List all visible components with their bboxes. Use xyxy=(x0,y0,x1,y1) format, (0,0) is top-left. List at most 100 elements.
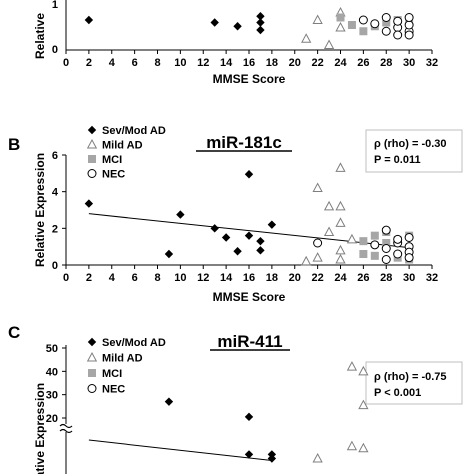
panel-b-stat-rho: ρ (rho) = -0.30 xyxy=(374,138,447,150)
x-tick-label: 6 xyxy=(132,272,138,284)
point-nec xyxy=(393,249,403,259)
legend-label: Sev/Mod AD xyxy=(102,125,166,137)
x-tick-label: 22 xyxy=(312,272,324,284)
panel-a-ytick-1: 1 xyxy=(52,0,58,11)
point-sev-mod-ad xyxy=(164,397,174,406)
point-mild-ad xyxy=(312,182,323,192)
panel-c-stat-rho: ρ (rho) = -0.75 xyxy=(374,371,447,383)
legend-label: Mild AD xyxy=(102,353,143,365)
point-nec xyxy=(381,244,391,253)
x-tick-label: 4 xyxy=(109,272,116,284)
panel-b-label: B xyxy=(8,135,20,154)
panel-c-title: miR-411 xyxy=(217,332,282,351)
point-sev-mod-ad xyxy=(210,18,219,27)
point-sev-mod-ad xyxy=(84,199,94,208)
panel-c-label: C xyxy=(8,323,20,342)
point-mild-ad xyxy=(335,217,346,227)
point-sev-mod-ad xyxy=(267,454,277,463)
panel-b-ylabel: Relative Expression xyxy=(33,153,47,267)
legend-marker-circle xyxy=(87,169,97,178)
point-mild-ad xyxy=(301,255,312,266)
legend-marker-triangle xyxy=(86,138,98,149)
point-nec xyxy=(381,26,391,36)
x-tick-label: 32 xyxy=(426,272,438,284)
point-sev-mod-ad xyxy=(233,247,242,256)
point-sev-mod-ad xyxy=(244,450,254,459)
point-nec xyxy=(393,16,403,26)
y-tick-label: 6 xyxy=(52,150,58,162)
legend-label: Mild AD xyxy=(102,140,143,152)
point-sev-mod-ad xyxy=(176,210,185,219)
x-tick-label: 6 xyxy=(132,57,138,69)
point-sev-mod-ad xyxy=(221,233,231,242)
point-nec xyxy=(404,233,414,242)
x-tick-label: 10 xyxy=(174,272,186,284)
point-mild-ad xyxy=(346,233,358,244)
point-sev-mod-ad xyxy=(267,220,277,229)
x-tick-label: 2 xyxy=(86,272,92,284)
legend-label: Sev/Mod AD xyxy=(102,337,166,349)
point-mci xyxy=(370,251,379,260)
panel-b-title: miR-181c xyxy=(206,133,282,152)
point-nec xyxy=(381,255,391,264)
y-tick-label: 0 xyxy=(52,260,58,272)
x-tick-label: 26 xyxy=(357,272,369,284)
point-mild-ad xyxy=(335,200,346,211)
point-mci xyxy=(359,27,368,36)
x-tick-label: 22 xyxy=(312,57,324,69)
panel-b-legend: Sev/Mod AD Mild AD MCI NEC xyxy=(86,125,166,181)
point-mild-ad xyxy=(346,440,358,451)
x-tick-label: 26 xyxy=(357,57,369,69)
point-sev-mod-ad xyxy=(256,246,265,255)
point-sev-mod-ad xyxy=(244,412,254,422)
point-nec xyxy=(404,30,414,40)
panel-c-legend: Sev/Mod AD Mild AD MCI NEC xyxy=(86,337,166,396)
legend-marker-triangle xyxy=(86,351,98,362)
point-sev-mod-ad xyxy=(210,224,219,233)
panel-c: C miR-411 Sev/Mod AD Mild AD MCI NEC ρ (rho… xyxy=(8,323,463,474)
x-tick-label: 14 xyxy=(220,272,233,284)
point-nec xyxy=(370,19,380,29)
x-tick-label: 8 xyxy=(154,57,160,69)
legend-marker-square xyxy=(88,369,96,377)
point-nec xyxy=(381,13,391,22)
axis-break-icon xyxy=(59,423,73,434)
point-sev-mod-ad xyxy=(164,249,174,259)
y-tick-label: 40 xyxy=(46,366,58,378)
point-sev-mod-ad xyxy=(256,12,265,21)
legend-label: NEC xyxy=(102,169,125,181)
y-tick-label: 4 xyxy=(52,187,59,199)
point-sev-mod-ad xyxy=(244,170,254,179)
point-mci xyxy=(382,18,391,27)
panel-b-xlabel: MMSE Score xyxy=(213,290,286,304)
y-tick-label: 20 xyxy=(46,413,58,425)
legend-label: MCI xyxy=(102,154,122,166)
legend-marker-circle xyxy=(87,384,97,393)
point-mild-ad xyxy=(323,200,335,211)
point-sev-mod-ad xyxy=(244,231,254,240)
point-sev-mod-ad xyxy=(233,22,242,31)
panel-a-ytick-0: 0 xyxy=(52,44,58,56)
panel-b: B miR-181c Sev/Mod AD Mild AD MCI NEC ρ (rh… xyxy=(8,125,463,304)
legend-label: NEC xyxy=(102,384,125,396)
panel-a-xlabel: MMSE Score xyxy=(213,72,286,86)
point-mild-ad xyxy=(312,14,323,24)
point-nec xyxy=(404,20,414,30)
y-tick-label: 50 xyxy=(46,343,58,355)
legend-marker-diamond xyxy=(87,337,97,347)
point-mild-ad xyxy=(335,162,346,172)
x-tick-label: 18 xyxy=(266,272,278,284)
x-tick-label: 28 xyxy=(380,57,392,69)
x-tick-label: 20 xyxy=(289,272,301,284)
point-mci xyxy=(359,250,368,258)
point-sev-mod-ad xyxy=(256,25,265,35)
x-tick-label: 30 xyxy=(403,272,415,284)
point-mild-ad xyxy=(335,21,346,32)
point-mild-ad xyxy=(358,365,369,376)
x-tick-label: 2 xyxy=(86,57,92,69)
point-sev-mod-ad xyxy=(256,236,265,246)
panel-c-ylabel: Relative Expression xyxy=(33,383,47,474)
legend-label: MCI xyxy=(102,368,122,380)
x-tick-label: 24 xyxy=(334,57,347,69)
